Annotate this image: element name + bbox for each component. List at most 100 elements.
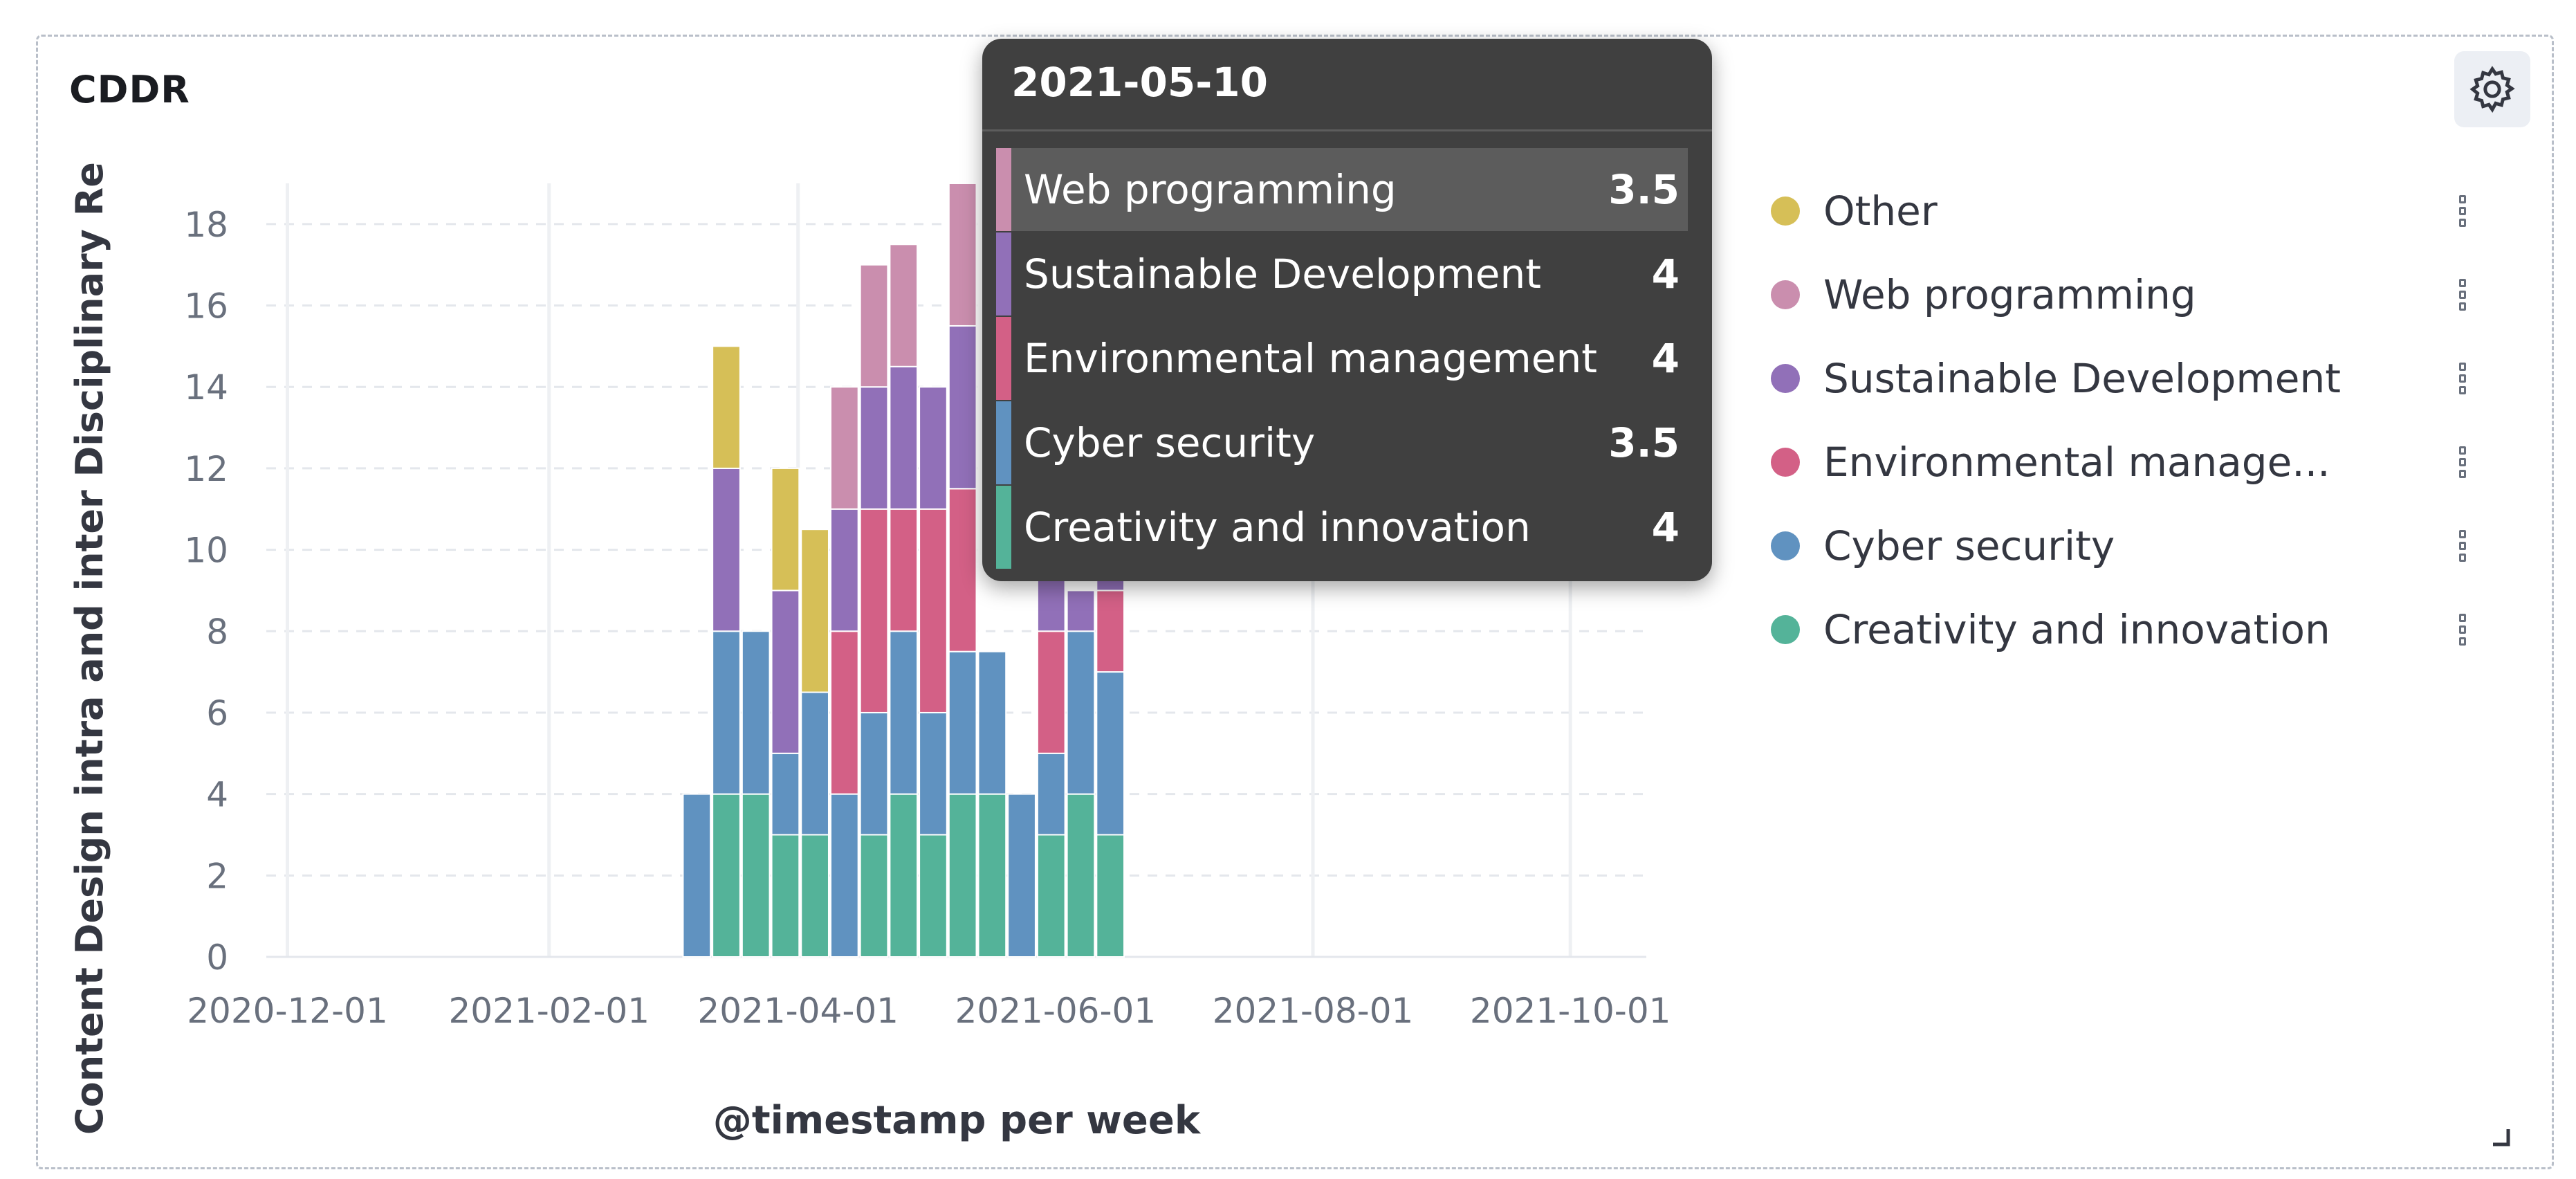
- vertical-dots-icon[interactable]: [2456, 530, 2469, 562]
- x-tick-label: 2021-10-01: [1470, 991, 1671, 1031]
- y-tick-label: 4: [206, 775, 228, 815]
- legend-color-dot: [1771, 448, 1800, 477]
- legend-label: Web programming: [1823, 271, 2196, 318]
- bar-segment[interactable]: 2021-05-10 · Sustainable Development: 4: [948, 325, 977, 490]
- bar-segment[interactable]: 2021-03-29 · Other: 3: [771, 467, 800, 592]
- bar-segment[interactable]: 2021-03-29 · Creativity and innovation: …: [771, 834, 800, 958]
- bar-segment[interactable]: 2021-04-05 · Other: 4: [800, 529, 829, 693]
- bar-segment[interactable]: 2021-03-29 · Cyber security: 2: [771, 752, 800, 836]
- bar-segment[interactable]: 2021-05-03 · Sustainable Development: 3: [919, 386, 948, 510]
- bar-segment[interactable]: 2021-05-10 · Creativity and innovation: …: [948, 793, 977, 958]
- bar-segment[interactable]: 2021-04-26 · Cyber security: 4: [889, 630, 919, 795]
- dot-glyph: [2459, 363, 2466, 371]
- bar-segment[interactable]: 2021-06-07 · Creativity and innovation: …: [1066, 793, 1096, 958]
- bar-segment[interactable]: 2021-04-26 · Environmental management: 3: [889, 508, 919, 632]
- x-tick-label: 2021-02-01: [448, 991, 650, 1031]
- tooltip-series-value: 4: [1651, 250, 1680, 298]
- bar-segment[interactable]: 2021-04-12 · Web programming: 3: [829, 386, 859, 510]
- bar-segment[interactable]: 2021-05-31 · Creativity and innovation: …: [1036, 834, 1066, 958]
- tooltip-series-label: Creativity and innovation: [1024, 504, 1531, 551]
- bar-segment[interactable]: 2021-05-03 · Cyber security: 3: [919, 711, 948, 836]
- dot-glyph: [2459, 470, 2466, 478]
- bar-segment[interactable]: 2021-03-22 · Cyber security: 4: [741, 630, 771, 795]
- legend-item[interactable]: Environmental manage...: [1771, 435, 2497, 490]
- dot-glyph: [2459, 302, 2466, 311]
- legend-item[interactable]: Web programming: [1771, 267, 2497, 322]
- bar-segment[interactable]: 2021-04-19 · Cyber security: 3: [859, 711, 889, 836]
- legend-label: Environmental manage...: [1823, 439, 2330, 486]
- bar-segment[interactable]: 2021-04-19 · Sustainable Development: 3: [859, 386, 889, 510]
- bar-segment[interactable]: 2021-03-15 · Creativity and innovation: …: [712, 793, 741, 958]
- bar-segment[interactable]: 2021-04-19 · Environmental management: 5: [859, 508, 889, 713]
- tooltip-series-label: Environmental management: [1024, 335, 1597, 382]
- dot-glyph: [2459, 530, 2466, 538]
- bar-segment[interactable]: 2021-04-26 · Creativity and innovation: …: [889, 793, 919, 958]
- tooltip-color-swatch: [996, 148, 1011, 231]
- legend-color-dot: [1771, 615, 1800, 644]
- dot-glyph: [2459, 219, 2466, 227]
- legend-item[interactable]: Other: [1771, 183, 2497, 239]
- x-tick-label: 2021-04-01: [697, 991, 899, 1031]
- legend-label: Other: [1823, 188, 1938, 235]
- bar-segment[interactable]: 2021-06-14 · Cyber security: 4: [1096, 671, 1125, 836]
- bar-segment[interactable]: 2021-05-03 · Environmental management: 5: [919, 508, 948, 713]
- bar-segment[interactable]: 2021-05-31 · Cyber security: 2: [1036, 752, 1066, 836]
- bar-segment[interactable]: 2021-05-03 · Creativity and innovation: …: [919, 834, 948, 958]
- bar-segment[interactable]: 2021-04-26 · Sustainable Development: 3.…: [889, 365, 919, 510]
- dot-glyph: [2459, 374, 2466, 383]
- bar-segment[interactable]: 2021-05-24 · Cyber security: 4: [1007, 793, 1036, 958]
- tooltip-color-swatch: [996, 232, 1011, 316]
- dot-glyph: [2459, 279, 2466, 287]
- vertical-dots-icon[interactable]: [2456, 446, 2469, 478]
- vertical-dots-icon[interactable]: [2456, 195, 2469, 227]
- gear-icon[interactable]: [2454, 51, 2530, 127]
- legend-color-dot: [1771, 531, 1800, 560]
- dot-glyph: [2459, 207, 2466, 215]
- bar-segment[interactable]: 2021-05-10 · Environmental management: 4: [948, 488, 977, 652]
- bar-segment[interactable]: 2021-06-14 · Creativity and innovation: …: [1096, 834, 1125, 958]
- y-tick-label: 18: [184, 205, 228, 245]
- bar-segment[interactable]: 2021-04-12 · Environmental management: 4: [829, 630, 859, 795]
- bar-segment[interactable]: 2021-03-15 · Cyber security: 4: [712, 630, 741, 795]
- legend-item[interactable]: Sustainable Development: [1771, 351, 2497, 406]
- bar-segment[interactable]: 2021-04-05 · Creativity and innovation: …: [800, 834, 829, 958]
- bar-segment[interactable]: 2021-03-15 · Other: 3: [712, 345, 741, 469]
- bar-segment[interactable]: 2021-05-17 · Creativity and innovation: …: [977, 793, 1007, 958]
- bar-segment[interactable]: 2021-04-19 · Creativity and innovation: …: [859, 834, 889, 958]
- vertical-dots-icon[interactable]: [2456, 614, 2469, 646]
- bar-segment[interactable]: 2021-04-05 · Cyber security: 3.5: [800, 691, 829, 836]
- dot-glyph: [2459, 458, 2466, 466]
- resize-handle-icon[interactable]: [2490, 1126, 2511, 1147]
- bar-segment[interactable]: 2021-05-17 · Cyber security: 3.5: [977, 650, 1007, 795]
- bar-segment[interactable]: 2021-03-29 · Sustainable Development: 4: [771, 590, 800, 754]
- legend-label: Creativity and innovation: [1823, 606, 2330, 653]
- dot-glyph: [2459, 637, 2466, 646]
- legend-label: Cyber security: [1823, 522, 2115, 569]
- vertical-dots-icon[interactable]: [2456, 363, 2469, 394]
- bar-segment[interactable]: 2021-04-12 · Cyber security: 4: [829, 793, 859, 958]
- bar-segment[interactable]: 2021-06-07 · Sustainable Development: 1: [1066, 590, 1096, 632]
- y-tick-label: 2: [206, 856, 228, 896]
- bar-segment[interactable]: 2021-03-15 · Sustainable Development: 4: [712, 467, 741, 632]
- y-tick-label: 14: [184, 367, 228, 408]
- bar-segment[interactable]: 2021-05-10 · Cyber security: 3.5: [948, 650, 977, 795]
- bar-segment[interactable]: 2021-06-07 · Cyber security: 4: [1066, 630, 1096, 795]
- y-axis-title: Content Design intra and inter Disciplin…: [68, 162, 111, 1135]
- bar-segment[interactable]: 2021-04-12 · Sustainable Development: 3: [829, 508, 859, 632]
- bar-segment[interactable]: 2021-04-19 · Web programming: 3: [859, 264, 889, 388]
- tooltip-color-swatch: [996, 401, 1011, 484]
- legend-label: Sustainable Development: [1823, 355, 2341, 402]
- bar-segment[interactable]: 2021-05-10 · Web programming: 3.5: [948, 183, 977, 327]
- legend-item[interactable]: Cyber security: [1771, 518, 2497, 574]
- tooltip-date: 2021-05-10: [982, 39, 1712, 131]
- x-tick-label: 2020-12-01: [187, 991, 388, 1031]
- bar-segment[interactable]: 2021-05-31 · Environmental management: 3: [1036, 630, 1066, 754]
- bar-segment[interactable]: 2021-06-14 · Environmental management: 2: [1096, 590, 1125, 673]
- vertical-dots-icon[interactable]: [2456, 279, 2469, 311]
- bar-segment[interactable]: 2021-04-26 · Web programming: 3: [889, 244, 919, 367]
- x-axis-ticks: 2020-12-01 2021-02-01 2021-04-01 2021-06-01…: [187, 991, 1671, 1031]
- legend-item[interactable]: Creativity and innovation: [1771, 602, 2497, 657]
- bar-segment[interactable]: 2021-03-22 · Creativity and innovation: …: [741, 793, 771, 958]
- bar-segment[interactable]: 2021-03-08 · Cyber security: 4: [682, 793, 712, 958]
